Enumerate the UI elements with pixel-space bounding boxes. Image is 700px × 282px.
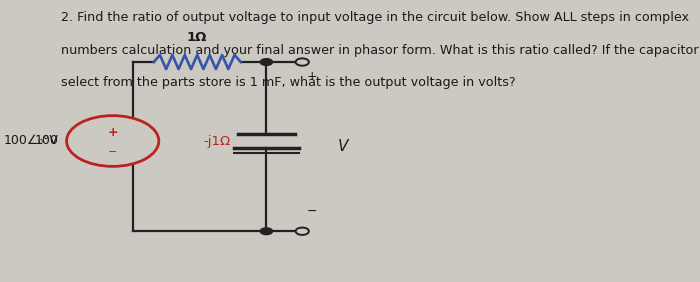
Text: select from the parts store is 1 mF, what is the output voltage in volts?: select from the parts store is 1 mF, wha…: [62, 76, 516, 89]
Text: -j1Ω: -j1Ω: [204, 135, 230, 147]
Text: 100: 100: [35, 135, 59, 147]
Text: +: +: [306, 70, 317, 83]
Circle shape: [260, 59, 272, 65]
Text: −: −: [108, 147, 118, 157]
Text: +: +: [107, 125, 118, 139]
Circle shape: [295, 228, 309, 235]
Circle shape: [295, 58, 309, 66]
Text: 100∠₀°V: 100∠₀°V: [4, 135, 59, 147]
Text: −: −: [306, 205, 316, 218]
Text: V: V: [338, 139, 349, 154]
Text: 1Ω: 1Ω: [187, 31, 207, 44]
Text: 2. Find the ratio of output voltage to input voltage in the circuit below. Show : 2. Find the ratio of output voltage to i…: [62, 11, 690, 24]
Circle shape: [260, 228, 272, 235]
Text: numbers calculation and your final answer in phasor form. What is this ratio cal: numbers calculation and your final answe…: [62, 44, 700, 57]
